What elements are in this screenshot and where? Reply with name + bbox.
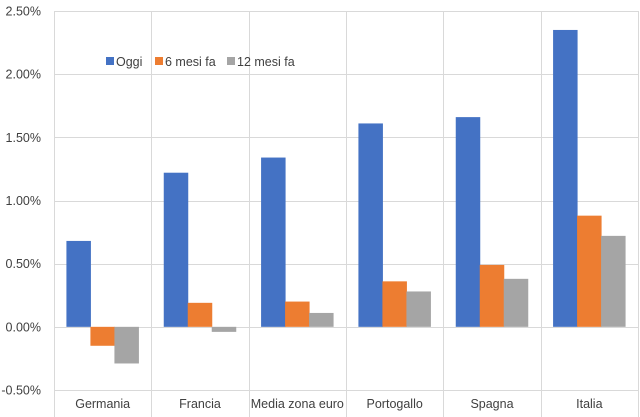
legend-label: Oggi	[116, 55, 142, 69]
bar-oggi-portogallo	[358, 123, 383, 327]
y-tick-label: 2.00%	[6, 68, 41, 82]
y-tick-label: 1.50%	[6, 131, 41, 145]
bar-12-mesi-fa-media-zona-euro	[309, 312, 334, 327]
bar-12-mesi-fa-germania	[114, 326, 139, 364]
bar-12-mesi-fa-portogallo	[406, 291, 431, 327]
x-category-label: Media zona euro	[251, 397, 344, 411]
bar-6-mesi-fa-media-zona-euro	[285, 301, 310, 327]
x-axis-labels: Germania Francia Media zona euro Portogallo…	[75, 397, 602, 411]
bar-6-mesi-fa-francia	[187, 302, 213, 327]
category-separators	[54, 11, 639, 417]
bar-12-mesi-fa-italia	[601, 235, 626, 327]
bar-oggi-francia	[163, 172, 189, 327]
x-category-label: Spagna	[470, 397, 513, 411]
bar-oggi-spagna	[455, 117, 481, 327]
legend: Oggi 6 mesi fa 12 mesi fa	[106, 55, 295, 69]
y-axis-ticks: -0.50% 0.00% 0.50% 1.00% 1.50% 2.00% 2.50%	[1, 5, 41, 398]
bar-6-mesi-fa-portogallo	[382, 281, 407, 327]
legend-swatch	[106, 57, 114, 65]
legend-label: 6 mesi fa	[165, 55, 216, 69]
bar-12-mesi-fa-spagna	[503, 278, 529, 327]
y-tick-label: 2.50%	[6, 5, 41, 19]
y-tick-label: -0.50%	[1, 384, 41, 398]
bar-oggi-germania	[66, 240, 91, 327]
legend-item-12-mesi-fa: 12 mesi fa	[227, 55, 295, 69]
bar-oggi-italia	[553, 29, 578, 327]
legend-swatch	[227, 57, 235, 65]
x-category-label: Germania	[75, 397, 130, 411]
y-tick-label: 1.00%	[6, 194, 41, 208]
bars	[66, 29, 626, 364]
x-category-label: Francia	[179, 397, 221, 411]
y-tick-label: 0.00%	[6, 320, 41, 334]
legend-swatch	[155, 57, 163, 65]
legend-item-oggi: Oggi	[106, 55, 142, 69]
legend-label: 12 mesi fa	[237, 55, 295, 69]
legend-item-6-mesi-fa: 6 mesi fa	[155, 55, 216, 69]
x-category-label: Italia	[576, 397, 602, 411]
y-tick-label: 0.50%	[6, 257, 41, 271]
bar-6-mesi-fa-italia	[577, 215, 602, 327]
bar-6-mesi-fa-spagna	[479, 264, 505, 327]
bar-oggi-media-zona-euro	[261, 157, 286, 327]
bar-6-mesi-fa-germania	[90, 326, 115, 346]
x-category-label: Portogallo	[367, 397, 423, 411]
bar-12-mesi-fa-francia	[211, 326, 237, 332]
